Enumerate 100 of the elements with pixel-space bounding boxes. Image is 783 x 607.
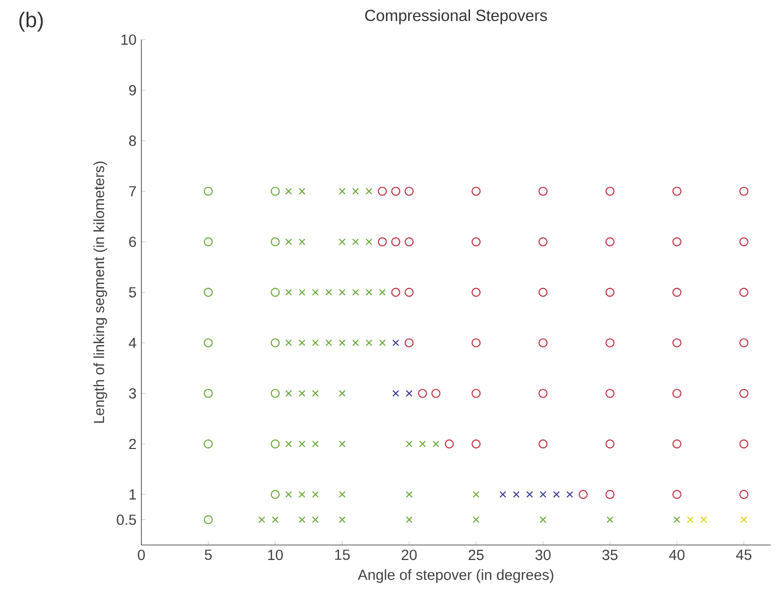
point xyxy=(204,237,213,246)
point xyxy=(739,388,748,398)
point xyxy=(285,390,292,397)
point xyxy=(378,186,387,196)
point xyxy=(404,237,414,246)
point xyxy=(566,491,574,498)
point xyxy=(540,491,546,498)
point xyxy=(500,491,506,498)
point xyxy=(739,490,748,499)
point xyxy=(672,439,682,448)
point xyxy=(325,288,332,296)
point xyxy=(338,288,346,296)
point xyxy=(526,491,533,498)
point xyxy=(204,288,213,297)
point xyxy=(672,288,682,297)
point xyxy=(272,516,279,524)
y-tick-label: 6 xyxy=(129,236,136,247)
chart-title: Compressional Stepovers xyxy=(365,9,547,24)
point xyxy=(270,388,280,398)
point xyxy=(312,440,319,448)
point xyxy=(312,491,319,498)
point xyxy=(378,339,386,346)
point xyxy=(204,388,213,398)
point xyxy=(739,439,748,448)
point xyxy=(298,288,306,296)
point xyxy=(404,288,414,297)
point xyxy=(298,390,306,397)
point xyxy=(605,186,615,196)
point xyxy=(538,388,548,398)
point xyxy=(739,237,748,246)
point xyxy=(338,339,346,346)
point xyxy=(298,188,306,195)
point xyxy=(338,491,346,498)
point xyxy=(672,388,682,398)
point xyxy=(366,288,372,296)
point xyxy=(204,515,213,524)
point xyxy=(605,237,615,246)
point xyxy=(740,516,748,524)
point xyxy=(298,491,306,498)
point xyxy=(352,238,359,246)
text: (b) xyxy=(19,12,43,32)
y-axis-title: Length of linking segment (in kilometers) xyxy=(93,162,108,423)
point xyxy=(352,188,359,195)
y-tick-label: 8 xyxy=(129,136,136,146)
point xyxy=(270,439,280,448)
point xyxy=(686,516,694,524)
point xyxy=(419,440,426,448)
point xyxy=(270,338,280,348)
y-tick-label: 2 xyxy=(129,438,136,450)
point xyxy=(325,339,332,346)
point xyxy=(472,491,480,498)
point xyxy=(605,490,615,499)
point xyxy=(285,440,292,448)
point xyxy=(391,237,400,246)
x-tick-label: 30 xyxy=(535,550,551,560)
point xyxy=(352,339,359,346)
point xyxy=(366,238,372,246)
x-axis-title: Angle of stepover (in degrees) xyxy=(358,569,554,583)
point xyxy=(538,288,548,297)
point xyxy=(578,490,588,499)
point xyxy=(285,288,292,296)
point xyxy=(605,338,615,348)
point xyxy=(700,516,708,524)
y-tick-label: 3 xyxy=(129,388,136,399)
point xyxy=(672,237,682,246)
point xyxy=(605,388,615,398)
point xyxy=(605,439,615,448)
x-tick-label: 35 xyxy=(602,550,618,560)
x-tick-label: 10 xyxy=(268,550,283,560)
point xyxy=(270,186,280,196)
point xyxy=(312,390,319,397)
point xyxy=(270,288,280,297)
point xyxy=(391,186,400,196)
point xyxy=(298,516,306,524)
x-tick-label: 20 xyxy=(402,550,417,560)
y-tick-label: 10 xyxy=(121,34,136,45)
point xyxy=(472,237,481,246)
point xyxy=(352,288,359,296)
point xyxy=(392,339,400,346)
y-tick-label: 1 xyxy=(130,489,136,500)
point xyxy=(672,338,682,348)
point xyxy=(538,338,548,348)
point xyxy=(606,516,614,524)
x-tick-label: 15 xyxy=(335,550,350,560)
point xyxy=(366,188,372,195)
x-tick-label: 40 xyxy=(669,550,684,560)
point xyxy=(739,288,748,297)
point xyxy=(432,440,440,448)
y-tick-label: 0.5 xyxy=(116,514,136,525)
point xyxy=(312,339,319,346)
point xyxy=(672,186,682,196)
point xyxy=(204,439,213,448)
point xyxy=(538,237,548,246)
point xyxy=(472,186,481,196)
point xyxy=(472,338,481,348)
point xyxy=(285,238,292,246)
x-tick-label: 45 xyxy=(736,550,752,560)
x-tick-label: 0 xyxy=(138,550,145,560)
point xyxy=(431,388,440,398)
point xyxy=(204,186,213,196)
